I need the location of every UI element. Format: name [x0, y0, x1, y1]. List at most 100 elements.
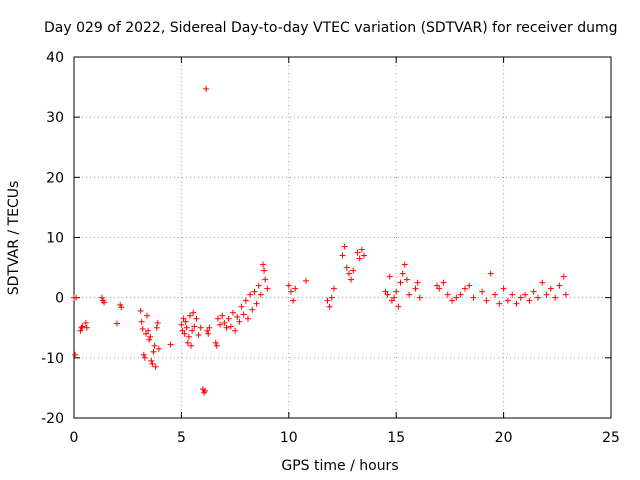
data-point — [217, 321, 224, 328]
data-point — [341, 243, 348, 250]
data-point — [138, 318, 145, 325]
data-point — [183, 324, 190, 331]
data-point — [382, 288, 389, 295]
data-point — [386, 273, 393, 280]
data-point — [504, 297, 511, 304]
data-point — [526, 297, 533, 304]
data-point — [155, 345, 162, 352]
data-point — [466, 282, 473, 289]
data-point — [479, 288, 486, 295]
data-point — [290, 297, 297, 304]
data-point — [560, 273, 567, 280]
data-point — [213, 342, 220, 349]
x-tick-label: 10 — [280, 430, 298, 446]
data-point — [343, 264, 350, 271]
data-point — [292, 285, 299, 292]
data-point — [205, 330, 212, 337]
data-point — [287, 288, 294, 295]
data-point — [253, 300, 260, 307]
data-point — [212, 339, 219, 346]
data-point — [414, 279, 421, 286]
data-point — [153, 324, 160, 331]
data-point — [388, 297, 395, 304]
data-point — [453, 294, 460, 301]
data-point — [238, 303, 245, 310]
data-point — [223, 324, 230, 331]
data-point — [195, 331, 202, 338]
x-tick-label: 0 — [70, 430, 79, 446]
data-point — [184, 339, 191, 346]
data-point — [240, 311, 247, 318]
data-point — [539, 279, 546, 286]
data-point — [147, 333, 154, 340]
data-point — [562, 291, 569, 298]
data-point — [236, 318, 243, 325]
data-point — [324, 297, 331, 304]
data-point — [154, 319, 161, 326]
data-point — [543, 291, 550, 298]
data-point — [179, 327, 186, 334]
data-points — [71, 85, 569, 396]
data-point — [150, 348, 157, 355]
data-point — [227, 323, 234, 330]
x-axis-title: GPS time / hours — [281, 458, 398, 474]
data-point — [552, 294, 559, 301]
data-point — [206, 324, 213, 331]
y-tick-label: 40 — [46, 50, 64, 66]
data-point — [151, 342, 158, 349]
data-point — [219, 312, 226, 319]
data-point — [547, 285, 554, 292]
data-point — [204, 327, 211, 334]
data-point — [395, 303, 402, 310]
data-point — [144, 312, 151, 319]
data-point — [534, 294, 541, 301]
data-point — [247, 291, 254, 298]
y-tick-label: -10 — [41, 351, 64, 367]
data-point — [140, 351, 147, 358]
data-point — [186, 312, 193, 319]
data-point — [440, 279, 447, 286]
data-point — [530, 288, 537, 295]
data-point — [556, 282, 563, 289]
data-point — [255, 282, 262, 289]
data-point — [79, 323, 86, 330]
data-point — [470, 294, 477, 301]
data-point — [285, 282, 292, 289]
data-point — [401, 261, 408, 268]
data-point — [517, 294, 524, 301]
data-point — [234, 313, 241, 320]
data-point — [261, 267, 268, 274]
data-point — [354, 249, 361, 256]
data-point — [145, 327, 152, 334]
data-point — [397, 279, 404, 286]
x-tick-label: 25 — [602, 430, 620, 446]
data-point — [449, 297, 456, 304]
data-point — [384, 291, 391, 298]
data-point — [393, 288, 400, 295]
data-point — [190, 309, 197, 316]
data-point — [118, 304, 125, 311]
data-point — [444, 291, 451, 298]
data-point — [399, 270, 406, 277]
y-tick-label: -20 — [41, 411, 64, 427]
data-point — [182, 318, 189, 325]
data-point — [77, 327, 84, 334]
data-point — [350, 267, 357, 274]
data-point — [264, 285, 271, 292]
data-point — [461, 285, 468, 292]
axis-ticks: 0 5 10 15 20 25 -20 -10 0 10 20 30 40 — [41, 50, 620, 446]
data-point — [513, 300, 520, 307]
data-point — [101, 299, 108, 306]
data-point — [167, 341, 174, 348]
data-point — [436, 285, 443, 292]
data-point — [221, 319, 228, 326]
data-point — [180, 315, 187, 322]
data-point — [73, 294, 80, 301]
data-point — [358, 246, 365, 253]
data-point — [391, 294, 398, 301]
data-point — [360, 252, 367, 259]
data-point — [328, 294, 335, 301]
data-point — [82, 319, 89, 326]
data-point — [339, 252, 346, 259]
